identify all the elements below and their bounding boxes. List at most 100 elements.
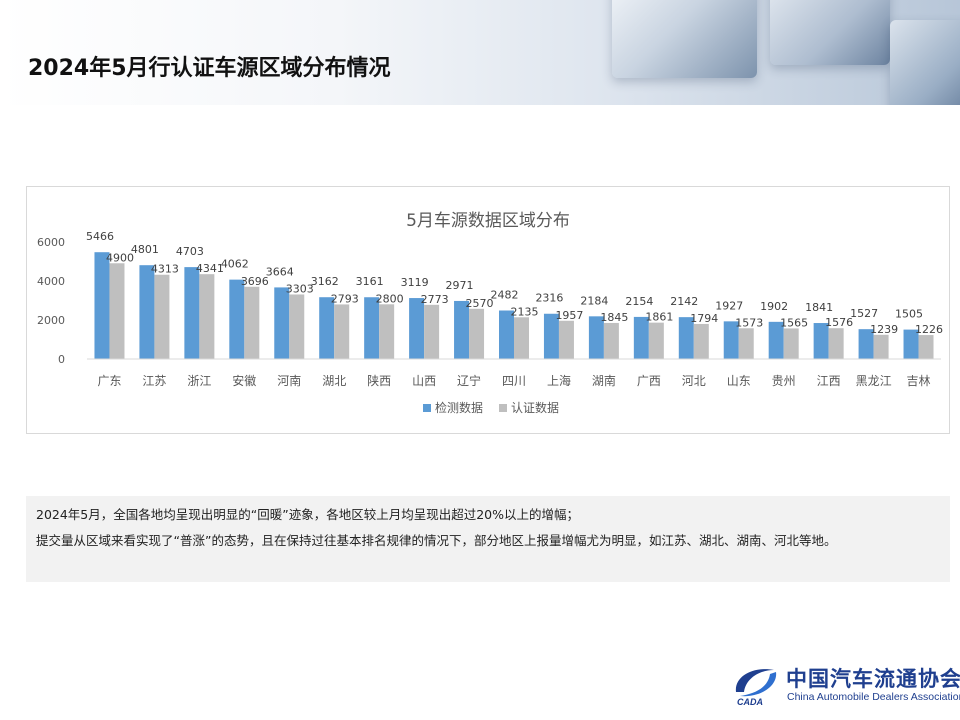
bar-series-2 xyxy=(199,274,215,359)
legend-label-series-2: 认证数据 xyxy=(511,400,559,415)
data-label-series-1: 3664 xyxy=(266,265,294,278)
data-label-series-2: 3303 xyxy=(286,282,314,295)
data-label-series-2: 1957 xyxy=(555,309,583,322)
data-label-series-2: 2773 xyxy=(421,293,449,306)
y-tick-label: 6000 xyxy=(37,236,65,249)
data-label-series-2: 1576 xyxy=(825,316,853,329)
x-category-label: 安徽 xyxy=(232,373,256,388)
x-category-label: 江西 xyxy=(817,374,841,388)
bar-series-2 xyxy=(424,304,440,359)
y-tick-label: 2000 xyxy=(37,314,65,327)
data-label-series-2: 4900 xyxy=(106,251,134,264)
x-category-label: 湖北 xyxy=(322,373,346,388)
bar-series-1 xyxy=(723,321,739,359)
bar-chart: 5月车源数据区域分布 0 2000 4000 6000 5466 4900 广东 4801 431… xyxy=(37,211,943,415)
data-label-series-2: 2135 xyxy=(511,305,539,318)
data-label-series-1: 3162 xyxy=(311,275,339,288)
header-banner xyxy=(0,0,960,105)
legend-swatch-series-2 xyxy=(499,404,507,412)
summary-line-1: 2024年5月，全国各地均呈现出明显的“回暖”迹象，各地区较上月均呈现出超过20… xyxy=(36,507,580,522)
x-category-label: 山西 xyxy=(412,374,436,388)
data-label-series-2: 4313 xyxy=(151,263,179,276)
bar-series-2 xyxy=(603,322,619,359)
bar-series-1 xyxy=(364,297,380,359)
chart-title: 5月车源数据区域分布 xyxy=(406,211,570,231)
bar-series-2 xyxy=(558,320,574,359)
data-label-series-2: 4341 xyxy=(196,262,224,275)
x-category-label: 辽宁 xyxy=(457,373,481,388)
bar-series-1 xyxy=(768,321,784,359)
svg-text:CADA: CADA xyxy=(737,697,763,706)
cada-logo-mark-icon: CADA xyxy=(735,669,777,706)
bar-series-1 xyxy=(543,313,559,359)
data-label-series-1: 1505 xyxy=(895,308,923,321)
bar-series-2 xyxy=(648,322,664,359)
bar-series-1 xyxy=(319,297,335,359)
data-label-series-2: 1845 xyxy=(600,311,628,324)
cube-decoration xyxy=(890,20,960,105)
page-title: 2024年5月行认证车源区域分布情况 xyxy=(28,56,391,81)
x-category-label: 上海 xyxy=(547,373,571,388)
data-label-series-2: 1239 xyxy=(870,323,898,336)
bar-series-2 xyxy=(469,308,485,359)
bar-series-2 xyxy=(289,294,305,359)
data-label-series-1: 1902 xyxy=(760,300,788,313)
data-label-series-1: 3119 xyxy=(401,276,429,289)
x-category-label: 广西 xyxy=(637,374,661,388)
x-category-label: 四川 xyxy=(502,374,526,388)
x-category-label: 陕西 xyxy=(367,373,391,388)
data-label-series-1: 4801 xyxy=(131,243,159,256)
x-category-label: 贵州 xyxy=(772,374,796,388)
data-label-series-1: 4703 xyxy=(176,245,204,258)
data-label-series-2: 1861 xyxy=(645,311,673,324)
data-label-series-2: 2570 xyxy=(466,297,494,310)
bar-series-2 xyxy=(738,328,754,359)
cube-decoration xyxy=(612,0,757,78)
data-label-series-2: 1226 xyxy=(915,323,943,336)
bar-series-1 xyxy=(678,317,694,359)
data-label-series-1: 2142 xyxy=(670,295,698,308)
bar-series-2 xyxy=(514,317,529,359)
data-label-series-1: 2154 xyxy=(625,295,653,308)
x-category-label: 浙江 xyxy=(187,374,211,388)
data-label-series-1: 2971 xyxy=(446,279,474,292)
bar-series-1 xyxy=(139,265,155,359)
logo-english-name: China Automobile Dealers Association xyxy=(787,691,960,703)
bar-series-2 xyxy=(379,304,395,359)
summary-note: 2024年5月，全国各地均呈现出明显的“回暖”迹象，各地区较上月均呈现出超过20… xyxy=(26,496,950,582)
bar-series-1 xyxy=(903,329,919,359)
bar-series-1 xyxy=(409,298,425,359)
y-tick-label: 4000 xyxy=(37,275,65,288)
x-category-label: 河南 xyxy=(277,373,301,388)
legend-label-series-1: 检测数据 xyxy=(435,400,483,415)
bar-series-1 xyxy=(274,287,290,359)
x-category-label: 广东 xyxy=(97,374,121,388)
bar-series-2 xyxy=(334,304,350,359)
bar-series-1 xyxy=(454,300,470,359)
bar-series-1 xyxy=(229,279,245,359)
cada-logo: CADA 中国汽车流通协会 China Automobile Dealers A… xyxy=(730,660,960,708)
bar-series-1 xyxy=(633,316,649,359)
x-category-label: 湖南 xyxy=(592,373,616,388)
data-label-series-1: 4062 xyxy=(221,258,249,271)
bar-series-2 xyxy=(154,274,170,359)
bar-series-2 xyxy=(109,263,125,359)
data-label-series-1: 3161 xyxy=(356,275,384,288)
data-label-series-1: 1841 xyxy=(805,301,833,314)
legend-swatch-series-1 xyxy=(423,404,431,412)
data-label-series-2: 3696 xyxy=(241,275,269,288)
bar-series-2 xyxy=(828,328,844,359)
bar-series-2 xyxy=(783,328,799,359)
data-label-series-1: 5466 xyxy=(86,230,114,243)
x-category-label: 山东 xyxy=(727,374,751,388)
x-category-label: 河北 xyxy=(682,374,706,388)
data-label-series-1: 2184 xyxy=(580,294,608,307)
bar-series-2 xyxy=(918,335,934,359)
bar-series-2 xyxy=(873,334,889,359)
bar-series-1 xyxy=(858,329,874,359)
bar-series-1 xyxy=(94,252,110,359)
x-category-label: 江苏 xyxy=(142,374,166,388)
data-label-series-1: 1527 xyxy=(850,307,878,320)
data-label-series-2: 2800 xyxy=(376,292,404,305)
data-label-series-2: 1573 xyxy=(735,316,763,329)
